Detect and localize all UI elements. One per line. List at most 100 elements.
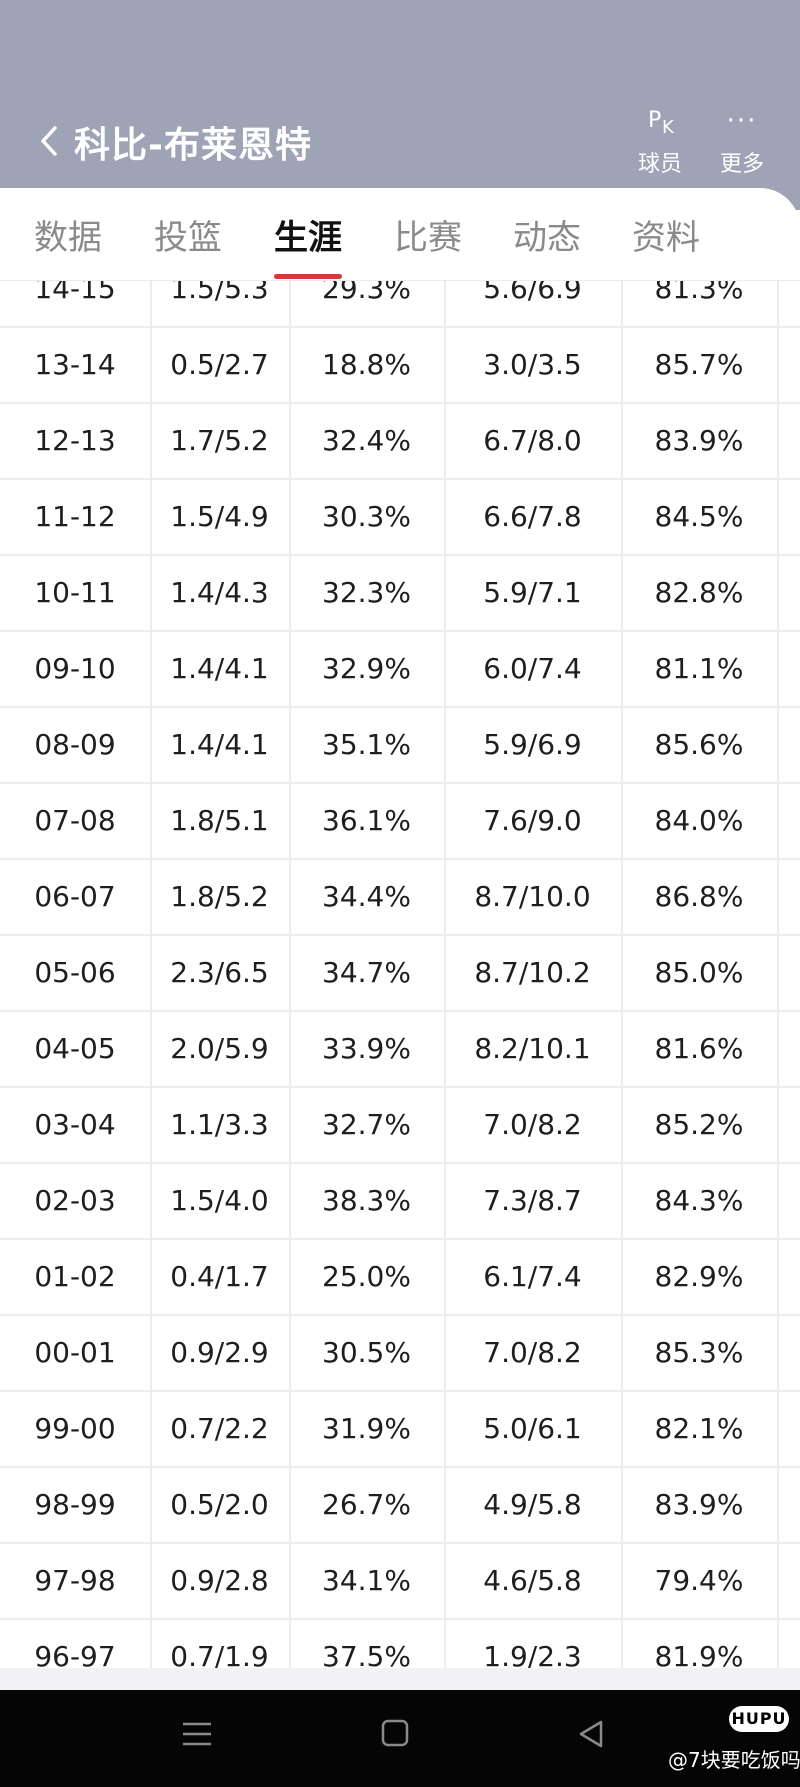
threes-made-attempted-cell: 1.7/5.2 (170, 424, 269, 457)
free-throws-made-attempted-cell: 1.9/2.3 (483, 1640, 582, 1668)
season-cell: 06-07 (34, 880, 116, 913)
tab-career[interactable]: 生涯 (274, 218, 342, 258)
season-cell: 13-14 (34, 348, 116, 381)
table-row: 14-15 1.5/5.3 29.3% 5.6/6.9 81.3% (0, 280, 800, 328)
table-row: 09-10 1.4/4.1 32.9% 6.0/7.4 81.1% (0, 632, 800, 708)
threes-made-attempted-cell: 0.5/2.0 (170, 1488, 269, 1521)
threes-made-attempted-cell: 1.4/4.1 (170, 652, 269, 685)
season-cell: 05-06 (34, 956, 116, 989)
season-cell: 08-09 (34, 728, 116, 761)
free-throw-pct-cell: 84.5% (654, 500, 744, 533)
free-throws-made-attempted-cell: 4.6/5.8 (483, 1564, 582, 1597)
three-pct-cell: 18.8% (322, 348, 411, 381)
threes-made-attempted-cell: 1.5/4.9 (170, 500, 269, 533)
home-icon[interactable] (380, 1718, 410, 1748)
three-pct-cell: 29.3% (322, 280, 411, 305)
three-pct-cell: 31.9% (322, 1412, 411, 1445)
three-pct-cell: 34.7% (322, 956, 411, 989)
tab-profile[interactable]: 资料 (632, 218, 700, 258)
threes-made-attempted-cell: 0.9/2.8 (170, 1564, 269, 1597)
chevron-left-icon[interactable] (36, 124, 62, 158)
season-cell: 14-15 (34, 280, 116, 305)
three-pct-cell: 38.3% (322, 1184, 411, 1217)
column-divider (150, 280, 152, 1668)
season-cell: 09-10 (34, 652, 116, 685)
career-stats-table[interactable]: 14-15 1.5/5.3 29.3% 5.6/6.9 81.3% 13-14 0.5/2.… (0, 280, 800, 1668)
stats-table-body: 14-15 1.5/5.3 29.3% 5.6/6.9 81.3% 13-14 0.5/2.… (0, 280, 800, 1668)
free-throws-made-attempted-cell: 4.9/5.8 (483, 1488, 582, 1521)
column-divider (621, 280, 623, 1668)
tab-feed[interactable]: 动态 (513, 218, 581, 258)
triangle-back-icon[interactable] (576, 1718, 606, 1750)
table-row: 06-07 1.8/5.2 34.4% 8.7/10.0 86.8% (0, 860, 800, 936)
free-throws-made-attempted-cell: 6.1/7.4 (483, 1260, 582, 1293)
three-pct-cell: 33.9% (322, 1032, 411, 1065)
table-footer (0, 1668, 800, 1690)
free-throws-made-attempted-cell: 8.7/10.0 (474, 880, 591, 913)
three-pct-cell: 30.3% (322, 500, 411, 533)
tab-games[interactable]: 比赛 (394, 218, 462, 258)
table-row: 05-06 2.3/6.5 34.7% 8.7/10.2 85.0% (0, 936, 800, 1012)
table-row: 01-02 0.4/1.7 25.0% 6.1/7.4 82.9% (0, 1240, 800, 1316)
page-title: 科比-布莱恩特 (74, 125, 312, 166)
three-pct-cell: 32.3% (322, 576, 411, 609)
more-button[interactable]: ··· 更多 (707, 108, 777, 178)
free-throws-made-attempted-cell: 8.7/10.2 (474, 956, 591, 989)
tab-data[interactable]: 数据 (34, 218, 102, 258)
free-throws-made-attempted-cell: 8.2/10.1 (474, 1032, 591, 1065)
table-row: 98-99 0.5/2.0 26.7% 4.9/5.8 83.9% (0, 1468, 800, 1544)
three-pct-cell: 32.7% (322, 1108, 411, 1141)
table-row: 02-03 1.5/4.0 38.3% 7.3/8.7 84.3% (0, 1164, 800, 1240)
season-cell: 00-01 (34, 1336, 116, 1369)
tab-shooting[interactable]: 投篮 (154, 218, 222, 258)
threes-made-attempted-cell: 0.4/1.7 (170, 1260, 269, 1293)
free-throws-made-attempted-cell: 7.0/8.2 (483, 1108, 582, 1141)
free-throws-made-attempted-cell: 5.0/6.1 (483, 1412, 582, 1445)
free-throw-pct-cell: 81.6% (654, 1032, 744, 1065)
season-cell: 97-98 (34, 1564, 116, 1597)
threes-made-attempted-cell: 1.8/5.2 (170, 880, 269, 913)
threes-made-attempted-cell: 0.5/2.7 (170, 348, 269, 381)
season-cell: 11-12 (34, 500, 116, 533)
threes-made-attempted-cell: 0.7/1.9 (170, 1640, 269, 1668)
table-row: 03-04 1.1/3.3 32.7% 7.0/8.2 85.2% (0, 1088, 800, 1164)
table-row: 07-08 1.8/5.1 36.1% 7.6/9.0 84.0% (0, 784, 800, 860)
free-throw-pct-cell: 85.2% (654, 1108, 744, 1141)
tab-bar: 数据 投篮 生涯 比赛 动态 资料 (0, 188, 800, 281)
threes-made-attempted-cell: 0.7/2.2 (170, 1412, 269, 1445)
free-throw-pct-cell: 84.0% (654, 804, 744, 837)
free-throw-pct-cell: 82.1% (654, 1412, 744, 1445)
season-cell: 02-03 (34, 1184, 116, 1217)
table-row: 08-09 1.4/4.1 35.1% 5.9/6.9 85.6% (0, 708, 800, 784)
three-pct-cell: 34.4% (322, 880, 411, 913)
three-pct-cell: 36.1% (322, 804, 411, 837)
free-throws-made-attempted-cell: 7.6/9.0 (483, 804, 582, 837)
table-row: 99-00 0.7/2.2 31.9% 5.0/6.1 82.1% (0, 1392, 800, 1468)
three-pct-cell: 32.9% (322, 652, 411, 685)
season-cell: 96-97 (34, 1640, 116, 1668)
table-row: 13-14 0.5/2.7 18.8% 3.0/3.5 85.7% (0, 328, 800, 404)
threes-made-attempted-cell: 1.8/5.1 (170, 804, 269, 837)
table-row: 04-05 2.0/5.9 33.9% 8.2/10.1 81.6% (0, 1012, 800, 1088)
hupu-logo: HUPU (729, 1706, 789, 1732)
active-tab-indicator (274, 274, 342, 279)
menu-icon[interactable] (181, 1720, 213, 1748)
season-cell: 03-04 (34, 1108, 116, 1141)
free-throws-made-attempted-cell: 5.6/6.9 (483, 280, 582, 305)
free-throw-pct-cell: 83.9% (654, 1488, 744, 1521)
three-pct-cell: 25.0% (322, 1260, 411, 1293)
three-pct-cell: 26.7% (322, 1488, 411, 1521)
watermark-text: @7块要吃饭吗 (668, 1748, 800, 1772)
system-nav-bar: HUPU @7块要吃饭吗 (0, 1690, 800, 1787)
season-cell: 98-99 (34, 1488, 116, 1521)
season-cell: 12-13 (34, 424, 116, 457)
free-throws-made-attempted-cell: 6.6/7.8 (483, 500, 582, 533)
free-throws-made-attempted-cell: 7.3/8.7 (483, 1184, 582, 1217)
season-cell: 99-00 (34, 1412, 116, 1445)
free-throw-pct-cell: 82.8% (654, 576, 744, 609)
free-throw-pct-cell: 85.6% (654, 728, 744, 761)
free-throw-pct-cell: 86.8% (654, 880, 744, 913)
more-label: 更多 (719, 152, 764, 177)
